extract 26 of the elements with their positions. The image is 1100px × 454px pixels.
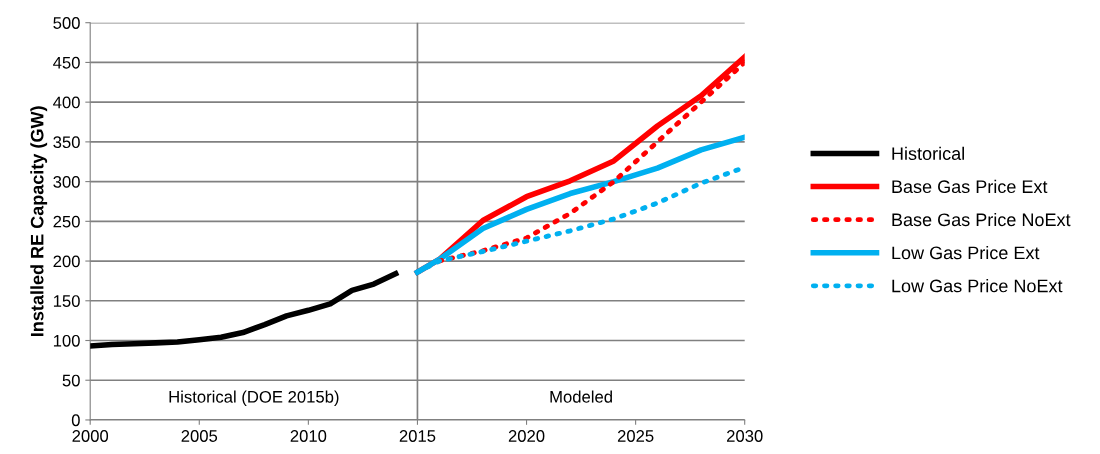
annotation: Historical (DOE 2015b): [169, 390, 339, 407]
y-tick-label: 450: [53, 56, 80, 69]
y-tick-label: 150: [53, 295, 80, 307]
x-tick-label: 2010: [290, 430, 327, 442]
legend-label: Historical: [892, 146, 964, 161]
y-tick-label: 200: [53, 255, 80, 268]
y-tick-label: 0: [71, 414, 80, 427]
y-tick-label: 350: [53, 136, 80, 149]
y-tick-label: 400: [53, 96, 80, 109]
y-tick-label: 300: [53, 176, 80, 188]
y-axis-title: Installed RE Capacity (GW): [30, 106, 48, 336]
legend-label: Base Gas Price NoExt: [892, 212, 1071, 227]
x-tick-label: 2015: [399, 430, 436, 442]
y-tick-label: 50: [62, 374, 80, 387]
annotation: Modeled: [550, 390, 612, 403]
legend-label: Low Gas Price NoExt: [892, 279, 1063, 293]
x-tick-label: 2000: [72, 430, 109, 442]
x-tick-label: 2005: [181, 430, 218, 442]
legend-label: Low Gas Price Ext: [892, 245, 1040, 260]
y-tick-label: 500: [53, 17, 80, 29]
y-tick-label: 250: [53, 215, 80, 228]
x-tick-label: 2030: [727, 430, 763, 442]
x-tick-label: 2025: [617, 430, 654, 442]
legend-label: Base Gas Price Ext: [892, 179, 1048, 194]
y-tick-label: 100: [53, 334, 80, 347]
x-tick-label: 2020: [508, 430, 545, 442]
